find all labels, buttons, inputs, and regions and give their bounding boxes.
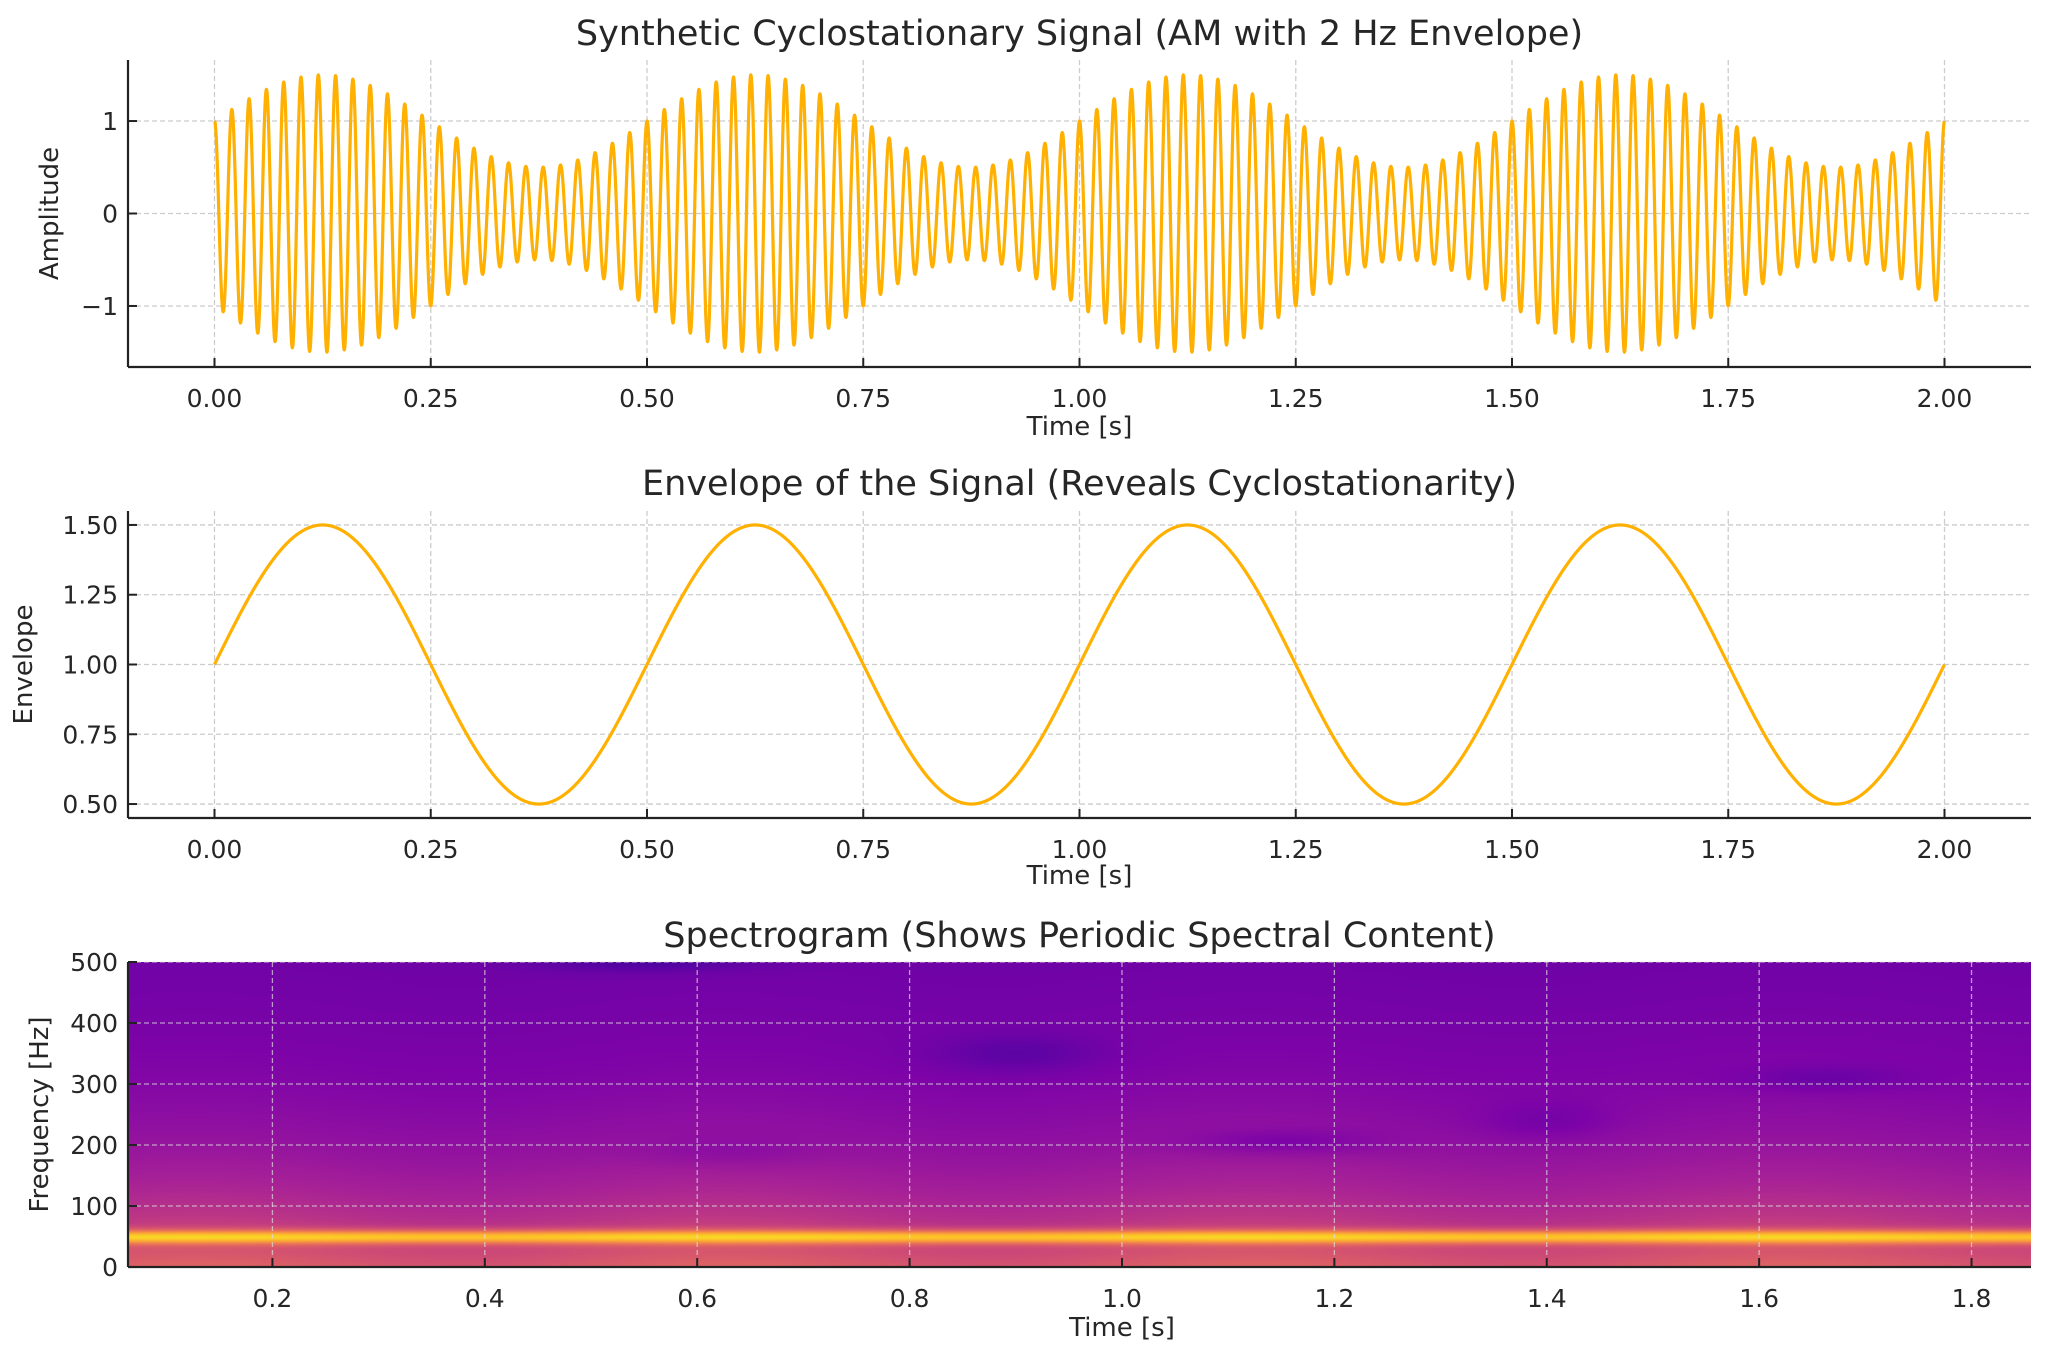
- chart-3: 0.2 0.4 0.6 0.8 1.0 1.2 1.4 1.6 1.8 0 100 200 300 400…: [25, 916, 2031, 1343]
- x-tick-label: 1.4: [1527, 1284, 1567, 1313]
- x-tick-label: 1.50: [1484, 835, 1540, 864]
- y-tick-label: 1: [102, 107, 118, 136]
- x-tick-label: 1.00: [1052, 384, 1108, 413]
- x-tick-label: 1.50: [1484, 384, 1540, 413]
- x-axis-label: Time [s]: [1026, 412, 1133, 442]
- chart-1: 0.00 0.25 0.50 0.75 1.00 1.25 1.50 1.75 2.00 −1 0 1…: [35, 14, 2031, 442]
- x-axis-label: Time [s]: [1026, 861, 1133, 891]
- x-tick-label: 0.50: [619, 384, 675, 413]
- y-axis-label: Envelope: [9, 605, 39, 725]
- x-tick-label: 0.50: [619, 835, 675, 864]
- x-tick-label: 1.25: [1268, 835, 1324, 864]
- x-tick-label: 0.25: [403, 384, 459, 413]
- y-tick-label: 0.75: [62, 720, 118, 749]
- chart-title: Spectrogram (Shows Periodic Spectral Con…: [663, 916, 1495, 956]
- y-tick-label: 1.50: [62, 511, 118, 540]
- x-tick-label: 1.00: [1052, 835, 1108, 864]
- y-tick-label: 0.50: [62, 790, 118, 819]
- y-tick-label: 500: [70, 948, 118, 977]
- y-tick-label: 300: [70, 1070, 118, 1099]
- x-tick-label: 0.75: [835, 384, 891, 413]
- x-tick-label: 0.00: [187, 384, 243, 413]
- y-tick-label: 0: [102, 200, 118, 229]
- x-tick-label: 0.6: [677, 1284, 717, 1313]
- x-tick-label: 0.00: [187, 835, 243, 864]
- x-tick-label: 1.75: [1700, 835, 1756, 864]
- y-tick-label: 1.25: [62, 581, 118, 610]
- x-tick-label: 0.75: [835, 835, 891, 864]
- y-tick-label: 200: [70, 1131, 118, 1160]
- chart-title: Synthetic Cyclostationary Signal (AM wit…: [576, 14, 1583, 54]
- series-line: [213, 73, 1946, 354]
- x-tick-label: 1.8: [1952, 1284, 1992, 1313]
- y-tick-label: 100: [70, 1192, 118, 1221]
- y-tick-label: 0: [102, 1253, 118, 1282]
- y-tick-label: −1: [81, 292, 118, 321]
- x-tick-label: 2.00: [1917, 835, 1973, 864]
- x-axis-label: Time [s]: [1068, 1313, 1175, 1343]
- y-tick-label: 400: [70, 1009, 118, 1038]
- y-tick-label: 1.00: [62, 651, 118, 680]
- y-axis-label: Amplitude: [35, 147, 65, 280]
- x-tick-label: 1.2: [1314, 1284, 1354, 1313]
- x-tick-label: 0.4: [465, 1284, 505, 1313]
- chart-title: Envelope of the Signal (Reveals Cyclosta…: [642, 464, 1517, 504]
- x-tick-label: 0.25: [403, 835, 459, 864]
- chart-2: 0.00 0.25 0.50 0.75 1.00 1.25 1.50 1.75 2.00 0.50…: [9, 464, 2031, 891]
- x-tick-label: 0.2: [253, 1284, 293, 1313]
- spectrogram-heatmap: [128, 962, 2031, 1267]
- x-tick-label: 1.0: [1102, 1284, 1142, 1313]
- x-tick-label: 1.75: [1700, 384, 1756, 413]
- x-tick-label: 0.8: [890, 1284, 930, 1313]
- series-line: [213, 523, 1946, 806]
- x-tick-label: 2.00: [1917, 384, 1973, 413]
- y-axis-label: Frequency [Hz]: [25, 1016, 55, 1212]
- x-tick-label: 1.6: [1739, 1284, 1779, 1313]
- x-tick-label: 1.25: [1268, 384, 1324, 413]
